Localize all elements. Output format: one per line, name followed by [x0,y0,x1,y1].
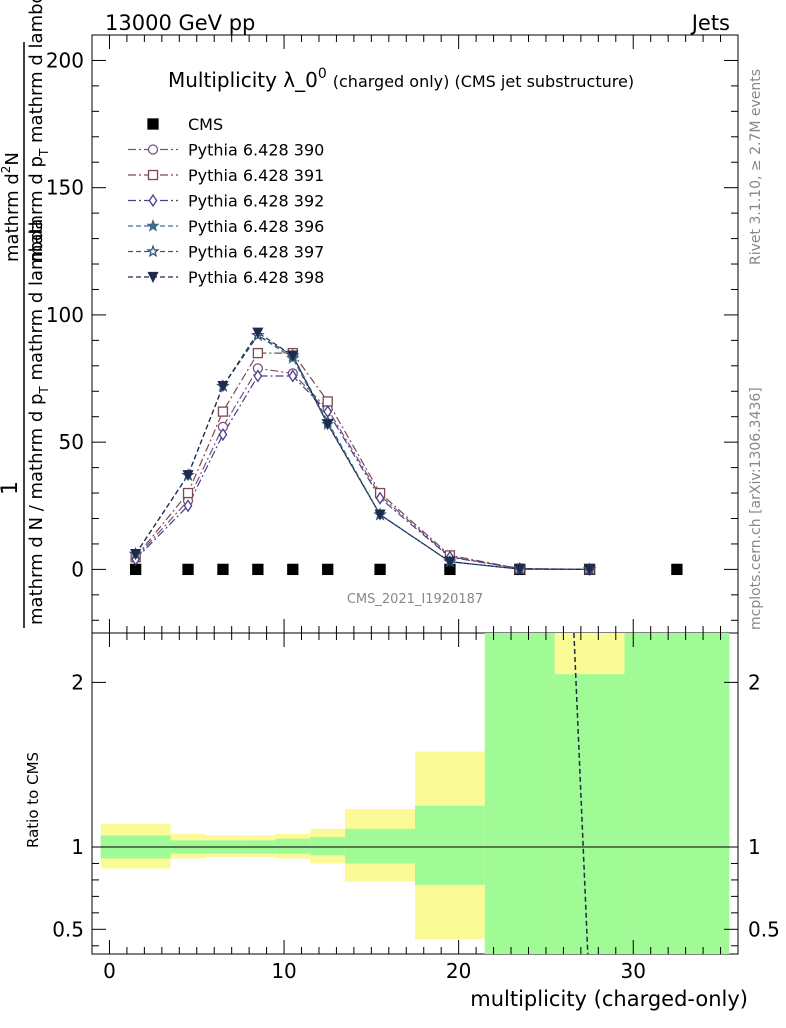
stat-uncertainty-band-8 [484,633,555,954]
ratio-plot-series [573,632,589,955]
data-point-s6-0 [130,548,142,561]
ratio-xtick-label: 20 [446,959,471,983]
data-point-s3-2 [218,427,228,442]
data-point-s6-5 [322,419,334,431]
data-point-s0-10 [671,563,683,576]
stat-uncertainty-band-7 [415,805,485,885]
ylabel-ratio: Ratio to CMS [24,752,42,848]
ratio-ytick-label: 2 [71,670,84,694]
rivet-version: Rivet 3.1.10, ≥ 2.7M events [748,69,764,265]
data-point-s0-6 [374,563,386,576]
data-point-s0-1 [182,563,194,576]
ylabel-right-denominator: mathrm d pT mathrm d lambda [26,0,51,262]
header-right: Jets [690,11,730,35]
data-point-s0-2 [217,563,229,576]
series-line-2 [135,352,590,570]
main-ytick-label: 0 [71,557,84,581]
legend-marker-4 [146,218,160,232]
ratio-xtick-label: 30 [621,959,646,983]
legend: CMS Pythia 6.428 390 Pythia 6.428 391 Pythi… [128,115,324,287]
ratio-xtick-label: 0 [103,959,116,983]
ratio-series-line-0 [573,632,589,955]
data-point-s2-5 [322,396,333,407]
stat-uncertainty-band-9 [554,674,625,954]
ratio-ytick-label-right: 2 [748,670,761,694]
ratio-ytick-label-right: 1 [748,835,761,859]
data-point-s6-1 [182,470,194,482]
data-point-s0-0 [129,563,142,576]
legend-label-4: Pythia 6.428 396 [188,217,324,236]
legend-label-5: Pythia 6.428 397 [188,243,324,262]
ylabel-right-numerator: mathrm d2N [0,152,23,262]
main-ytick-label: 50 [59,430,84,454]
ratio-plot-frame [91,632,739,955]
main-ytick-label: 100 [46,303,84,327]
legend-marker-3 [148,193,158,208]
ratio-bands [92,633,738,954]
data-point-s3-6 [375,491,385,505]
legend-marker-2 [147,169,159,181]
legend-marker-5 [146,244,160,258]
ratio-ytick-label: 1 [71,835,84,859]
x-axis-label: multiplicity (charged-only) [470,987,748,1011]
chart-title: Multiplicity λ_00 (charged only) (CMS jet… [168,66,634,92]
ratio-ytick-label: 0.5 [52,917,84,941]
data-point-s3-3 [253,369,263,383]
series-line-1 [135,367,590,570]
data-point-s6-6 [374,509,386,521]
legend-label-6: Pythia 6.428 398 [188,268,324,287]
ylabel-denominator: mathrm d N / mathrm d pT mathrm d lambda [26,219,51,625]
data-point-s6-4 [287,350,299,362]
main-plot-series [128,327,683,576]
legend-marker-6 [147,271,159,283]
mcplots-credit: mcplots.cern.ch [arXiv:1306.3436] [748,387,764,630]
legend-marker-1 [147,144,159,155]
data-point-s0-3 [252,563,264,576]
header-left: 13000 GeV pp [105,11,255,35]
series-line-3 [135,375,590,570]
series-line-5 [135,334,590,570]
data-point-s3-4 [288,369,298,383]
data-point-s3-1 [183,499,193,513]
data-point-s6-9 [584,564,596,576]
data-point-s0-4 [287,563,299,576]
series-line-4 [135,334,590,570]
ratio-xtick-label: 10 [271,959,296,983]
legend-label-3: Pythia 6.428 392 [188,192,324,211]
data-point-s2-1 [182,487,194,499]
stat-uncertainty-band-4 [275,838,311,854]
series-line-6 [135,331,590,570]
legend-label-0: CMS [188,115,223,134]
stat-uncertainty-band-6 [345,828,415,864]
analysis-watermark: CMS_2021_I1920187 [347,592,483,607]
legend-label-1: Pythia 6.428 390 [188,141,324,160]
data-point-s6-8 [514,563,526,576]
main-ytick-label: 150 [46,176,84,200]
ylabel-numerator: 1 [0,481,23,495]
stat-uncertainty-band-5 [310,837,346,856]
ratio-ytick-label-right: 0.5 [748,917,780,941]
data-point-s6-7 [444,556,456,568]
data-point-s0-5 [322,563,334,576]
stat-uncertainty-band-10 [624,633,730,954]
data-point-s6-2 [217,381,229,393]
legend-marker-0 [147,118,159,130]
y-axis-label-main: 1 mathrm d N / mathrm d pT mathrm d lamb… [0,0,51,628]
data-point-s2-2 [217,406,229,417]
data-point-s2-3 [252,347,264,359]
axes-ticks: 0 50 100 150 200 0 10 20 30 0.5 0.5 1 1 2 2 [46,35,780,983]
legend-label-2: Pythia 6.428 391 [188,166,324,185]
data-point-s6-3 [252,327,264,339]
main-ytick-label: 200 [46,48,84,72]
